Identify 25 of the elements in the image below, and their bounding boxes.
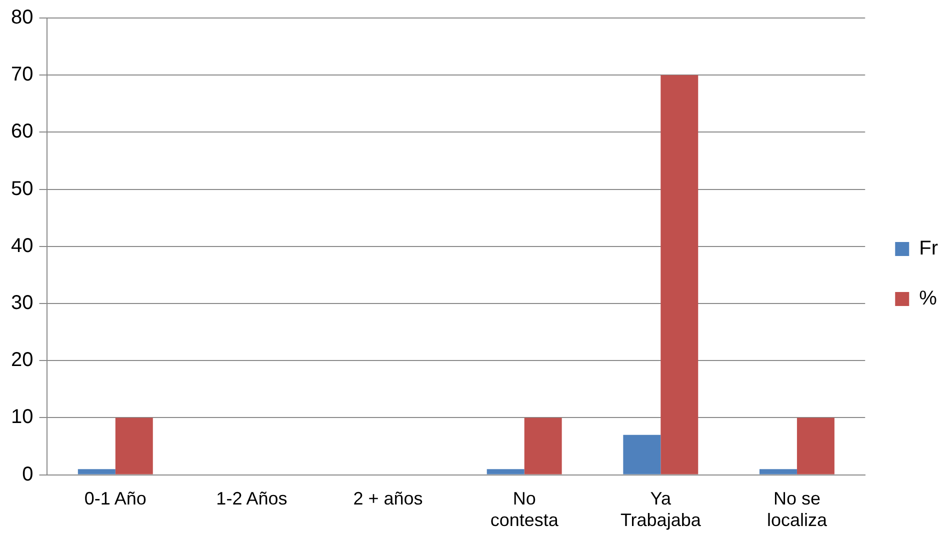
y-tick-label: 10 — [10, 406, 34, 428]
x-tick-label: 0-1 Año — [84, 488, 146, 509]
x-tick-label: Ya Trabajaba — [620, 488, 702, 530]
y-tick-label: 50 — [10, 178, 34, 200]
bar — [759, 469, 797, 474]
legend-label: % — [919, 288, 938, 310]
y-tick-label: 40 — [10, 234, 34, 257]
x-tick-label: 2 + años — [353, 488, 423, 509]
bar — [78, 469, 116, 474]
bar — [623, 434, 661, 474]
y-tick-label: 20 — [10, 349, 34, 372]
x-tick-label: No contesta — [490, 488, 560, 530]
y-tick-label: 0 — [22, 463, 34, 486]
bar — [524, 418, 562, 474]
x-tick-label: 1-2 Años — [216, 488, 288, 509]
y-tick-label: 80 — [10, 6, 34, 29]
bar — [660, 75, 698, 474]
bar — [486, 469, 524, 474]
y-tick-label: 70 — [10, 64, 34, 86]
legend-label: Fr — [919, 238, 938, 260]
bar — [796, 418, 834, 474]
bar — [115, 418, 153, 474]
y-tick-label: 30 — [10, 292, 34, 314]
x-tick-label: No se localiza — [766, 488, 828, 530]
y-tick-label: 60 — [10, 120, 34, 143]
